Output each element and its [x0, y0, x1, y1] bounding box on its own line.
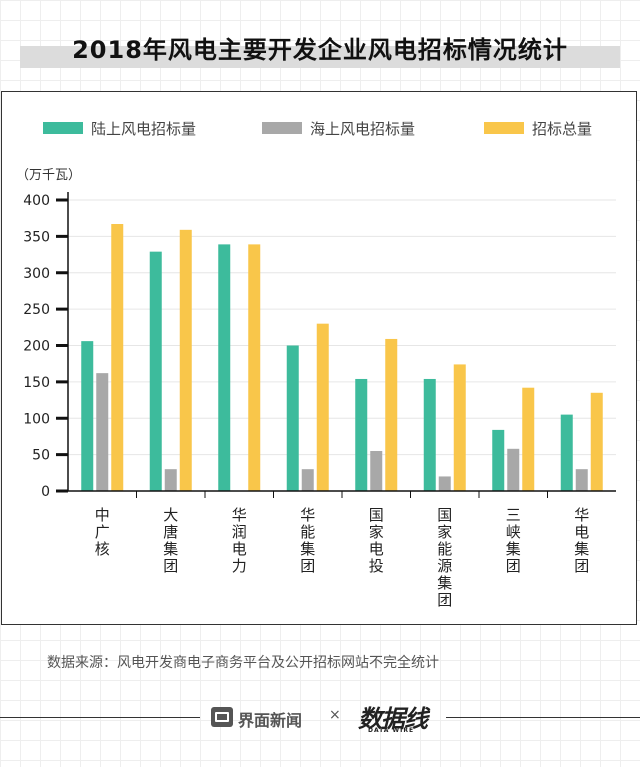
bar-1-2 [149, 251, 162, 491]
brand-separator: × [329, 707, 341, 723]
bar-2-5 [370, 450, 383, 491]
x-category-label-3: 华润电力 [232, 506, 247, 575]
chart-title: 2018年风电主要开发企业风电招标情况统计 [72, 36, 568, 64]
bar-3-4 [316, 323, 329, 491]
y-tick-label: 50 [32, 448, 50, 464]
y-tick-label: 0 [41, 484, 50, 500]
bar-3-2 [179, 229, 192, 491]
bar-1-8 [560, 414, 573, 491]
partner-logo: 数据线 [358, 704, 428, 733]
bar-3-5 [385, 338, 398, 491]
bar-3-7 [522, 387, 535, 491]
x-category-label-5: 国家电投 [369, 506, 384, 575]
legend-swatch-1 [43, 122, 83, 134]
y-tick-label: 100 [23, 411, 50, 427]
y-tick-label: 400 [23, 193, 50, 209]
bar-2-8 [575, 469, 588, 491]
y-tick-label: 350 [23, 229, 50, 245]
legend-label-2: 海上风电招标量 [310, 120, 415, 138]
x-category-label-4: 华能集团 [300, 506, 315, 575]
bar-1-3 [218, 244, 231, 491]
bar-2-1 [96, 373, 109, 491]
y-tick-label: 150 [23, 375, 50, 391]
title-underline-bar [20, 46, 620, 68]
footer-divider-left [0, 717, 200, 718]
y-axis-unit: （万千瓦） [16, 168, 81, 183]
x-category-label-8: 华电集团 [574, 506, 589, 575]
y-tick-label: 300 [23, 266, 50, 282]
bar-3-8 [590, 392, 603, 491]
bar-3-3 [248, 244, 261, 491]
bar-1-5 [355, 378, 368, 491]
bar-2-2 [164, 469, 177, 491]
legend-swatch-3 [484, 122, 524, 134]
partner-logo-subtitle: DATA WIRE [368, 727, 415, 734]
data-source-note: 数据来源：风电开发商电子商务平台及公开招标网站不完全统计 [47, 655, 439, 671]
bar-3-1 [111, 224, 124, 491]
x-category-label-7: 三峡集团 [506, 506, 521, 575]
x-category-label-1: 中广核 [95, 506, 110, 558]
bar-1-7 [492, 429, 505, 491]
legend-label-1: 陆上风电招标量 [91, 120, 196, 138]
brand-name: 界面新闻 [238, 711, 303, 730]
bar-2-4 [301, 469, 314, 491]
bar-1-1 [81, 341, 94, 491]
y-tick-label: 200 [23, 339, 50, 355]
legend-label-3: 招标总量 [532, 120, 592, 138]
x-category-label-6: 国家能源集团 [437, 506, 452, 609]
x-category-label-2: 大唐集团 [163, 506, 178, 575]
footer-divider-right [446, 717, 640, 718]
bar-chart: 陆上风电招标量 海上风电招标量 招标总量 （万千瓦） 0 50 100 150 200 250 30… [16, 120, 616, 609]
bar-2-6 [438, 476, 451, 491]
legend-swatch-2 [262, 122, 302, 134]
bar-1-6 [423, 378, 436, 491]
y-tick-label: 250 [23, 302, 50, 318]
chart-panel: 陆上风电招标量 海上风电招标量 招标总量 （万千瓦） 0 50 100 150 200 250 30… [1, 91, 637, 625]
bar-1-4 [286, 345, 299, 491]
bar-2-7 [507, 448, 520, 491]
jiemian-logo-icon [211, 707, 233, 727]
bar-3-6 [453, 364, 466, 491]
